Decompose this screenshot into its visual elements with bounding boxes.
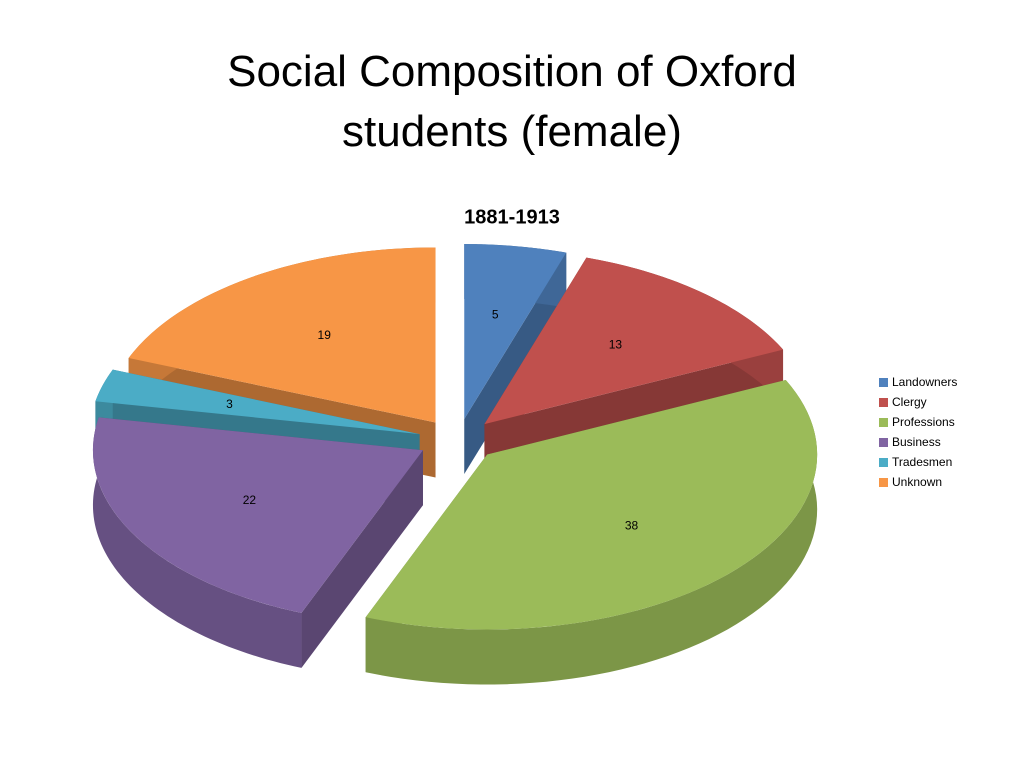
slice-top bbox=[128, 247, 436, 423]
data-label: 5 bbox=[492, 308, 499, 322]
slice-top bbox=[95, 369, 420, 435]
slice-wall bbox=[301, 450, 423, 668]
legend-label: Business bbox=[892, 435, 941, 449]
slice-side bbox=[92, 417, 302, 668]
slice-side bbox=[365, 380, 818, 685]
chart-title: 1881-1913 bbox=[464, 206, 560, 228]
slice-top bbox=[92, 417, 423, 613]
legend-label: Tradesmen bbox=[892, 455, 952, 469]
data-label: 3 bbox=[226, 397, 233, 411]
slide-title: Social Composition of Oxford students (f… bbox=[227, 47, 797, 156]
legend-label: Clergy bbox=[892, 395, 927, 409]
legend-label: Unknown bbox=[892, 475, 942, 489]
legend-swatch bbox=[879, 398, 888, 407]
data-label: 19 bbox=[318, 328, 332, 342]
legend-label: Landowners bbox=[892, 375, 957, 389]
legend-swatch bbox=[879, 478, 888, 487]
data-label: 22 bbox=[243, 493, 257, 507]
legend-swatch bbox=[879, 458, 888, 467]
legend-swatch bbox=[879, 438, 888, 447]
data-label: 38 bbox=[625, 519, 639, 533]
slice-top bbox=[484, 257, 784, 425]
slice bbox=[92, 417, 423, 668]
legend-swatch bbox=[879, 378, 888, 387]
data-label: 13 bbox=[609, 337, 623, 351]
legend-swatch bbox=[879, 418, 888, 427]
slice bbox=[365, 380, 818, 685]
slice-top bbox=[365, 380, 818, 630]
slice bbox=[484, 257, 784, 480]
slice-top bbox=[464, 244, 567, 420]
legend-label: Professions bbox=[892, 415, 955, 429]
